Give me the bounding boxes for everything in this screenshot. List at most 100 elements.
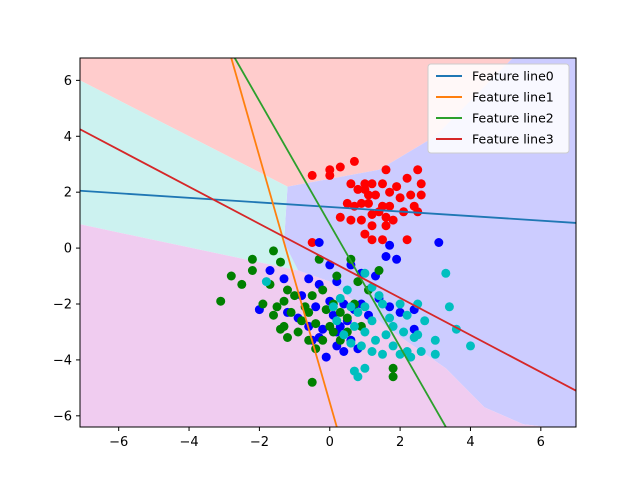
point-series0-13 xyxy=(402,173,412,183)
point-series3-42 xyxy=(413,330,423,340)
point-series2-6 xyxy=(226,271,236,281)
point-series1-3 xyxy=(381,252,391,261)
point-series0-7 xyxy=(346,179,356,189)
point-series2-17 xyxy=(297,316,307,326)
point-series3-33 xyxy=(360,327,370,337)
point-series2-29 xyxy=(318,335,328,345)
point-series3-13 xyxy=(402,310,412,320)
point-series0-3 xyxy=(335,162,345,172)
point-series2-15 xyxy=(279,296,289,306)
point-series0-21 xyxy=(395,193,405,203)
point-series3-21 xyxy=(346,338,356,348)
point-series2-14 xyxy=(272,302,282,312)
point-series3-39 xyxy=(353,372,363,382)
point-series3-31 xyxy=(381,330,391,340)
point-series1-27 xyxy=(385,302,395,312)
point-series3-44 xyxy=(342,285,352,295)
point-series3-24 xyxy=(378,349,387,359)
point-series1-28 xyxy=(395,307,405,317)
point-series0-23 xyxy=(416,190,426,200)
point-series3-35 xyxy=(339,330,349,340)
point-series2-34 xyxy=(325,321,335,331)
x-tick-label: −2 xyxy=(250,435,269,450)
point-series3-0 xyxy=(261,277,271,287)
point-series0-42 xyxy=(307,238,317,247)
y-tick-label: 0 xyxy=(64,242,72,257)
point-series1-19 xyxy=(321,352,331,362)
point-series2-26 xyxy=(293,327,303,337)
point-series3-15 xyxy=(420,316,430,326)
x-tick-label: 2 xyxy=(396,435,404,450)
point-series2-19 xyxy=(311,319,321,329)
point-series0-33 xyxy=(367,221,377,231)
point-series1-5 xyxy=(265,266,275,275)
point-series3-12 xyxy=(395,299,405,309)
point-series3-1 xyxy=(360,268,370,278)
legend-label-0: Feature line0 xyxy=(472,69,554,84)
point-series0-17 xyxy=(364,198,373,208)
point-series2-3 xyxy=(276,257,285,267)
point-series2-16 xyxy=(286,307,296,317)
point-series3-36 xyxy=(332,316,342,326)
point-series2-41 xyxy=(332,271,342,281)
plot-frame xyxy=(79,57,577,428)
point-series0-29 xyxy=(381,212,391,222)
point-series0-22 xyxy=(406,190,416,200)
point-series0-34 xyxy=(381,221,391,231)
x-tick-label: −4 xyxy=(179,435,198,450)
point-series0-27 xyxy=(367,210,377,219)
point-series0-0 xyxy=(307,170,317,180)
point-series0-8 xyxy=(353,184,363,194)
point-series0-36 xyxy=(367,235,377,245)
point-series0-14 xyxy=(416,179,426,189)
point-series3-16 xyxy=(444,302,454,312)
point-series0-24 xyxy=(335,212,345,222)
point-series2-36 xyxy=(388,363,398,373)
point-series3-23 xyxy=(367,347,377,356)
point-series3-25 xyxy=(388,341,398,351)
point-series3-10 xyxy=(378,299,387,309)
point-series2-43 xyxy=(318,285,328,295)
point-series1-33 xyxy=(318,324,328,334)
point-series1-1 xyxy=(434,238,444,247)
point-series2-11 xyxy=(290,291,300,301)
point-series2-13 xyxy=(258,299,268,309)
point-series3-32 xyxy=(371,335,380,345)
x-axis-ticks: −6 −4 −2 0 2 4 6 xyxy=(109,427,545,450)
point-series0-12 xyxy=(392,182,402,192)
point-series1-7 xyxy=(279,274,289,284)
point-series3-18 xyxy=(466,341,475,351)
legend: Feature line0 Feature line1 Feature line2 F… xyxy=(427,63,570,154)
region-cyan xyxy=(80,80,299,271)
point-series3-11 xyxy=(385,313,395,323)
point-series2-10 xyxy=(283,285,292,295)
point-series2-8 xyxy=(216,296,226,306)
point-series1-4 xyxy=(392,254,402,264)
point-series3-40 xyxy=(360,363,370,373)
point-series0-26 xyxy=(356,215,366,225)
y-axis-ticks: −6 −4 −2 0 2 4 6 xyxy=(53,74,80,424)
point-series3-7 xyxy=(353,307,363,317)
feature-lines xyxy=(80,58,576,427)
y-tick-label: 6 xyxy=(64,74,72,89)
y-tick-label: 4 xyxy=(64,130,72,145)
point-series2-22 xyxy=(335,307,345,317)
point-series0-18 xyxy=(371,190,380,200)
point-series0-35 xyxy=(378,235,387,245)
legend-label-3: Feature line3 xyxy=(472,132,554,147)
point-series2-37 xyxy=(388,372,398,382)
point-series2-1 xyxy=(247,266,257,275)
legend-label-1: Feature line1 xyxy=(472,90,554,105)
point-series3-30 xyxy=(399,327,409,337)
point-series3-8 xyxy=(360,302,370,312)
x-tick-label: 4 xyxy=(466,435,474,450)
point-series3-6 xyxy=(346,302,356,312)
point-series3-22 xyxy=(356,341,366,351)
feature-line-0 xyxy=(80,189,576,224)
point-series2-40 xyxy=(374,266,384,275)
point-series3-43 xyxy=(388,321,398,331)
point-series2-35 xyxy=(307,377,317,387)
point-series3-4 xyxy=(441,268,451,278)
point-series1-2 xyxy=(385,240,395,250)
